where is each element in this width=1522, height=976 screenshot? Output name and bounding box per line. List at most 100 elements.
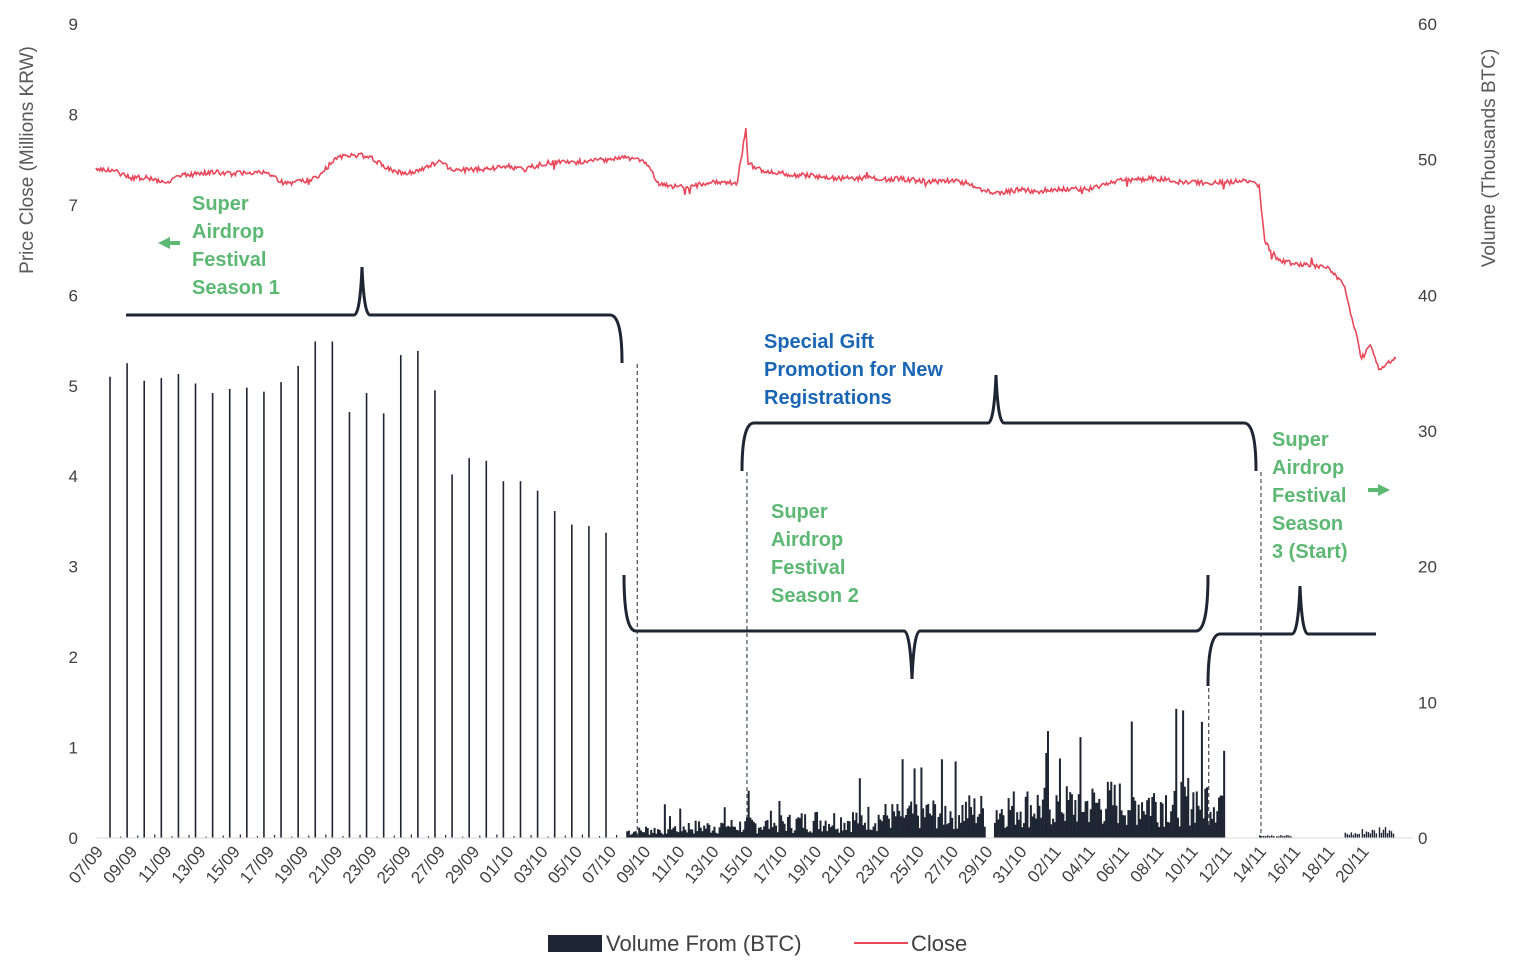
x-tick-label: 11/10 [648,842,689,886]
volume-bar [814,812,817,838]
volume-bar [1373,830,1376,838]
volume-bar [1187,778,1190,838]
volume-bar [1026,791,1029,838]
volume-bar [704,828,707,838]
volume-bar [923,817,926,838]
volume-bar [672,827,675,838]
volume-bar [314,341,317,838]
volume-bar [920,767,923,838]
volume-bar [810,832,813,838]
volume-bar [1278,836,1280,838]
volume-bar [905,815,908,838]
volume-bar [650,829,653,838]
volume-bar [1111,805,1114,838]
volume-bar [848,821,851,838]
volume-bar [1183,786,1186,838]
plot-area [95,127,1397,838]
legend-swatch-volume [548,935,602,952]
volume-bar [1096,802,1099,838]
volume-bar [703,825,706,838]
volume-bar [1171,804,1174,838]
annotation-text: 3 (Start) [1272,541,1348,563]
volume-bar [733,826,736,838]
volume-bar [826,831,829,838]
volume-bar [1365,831,1368,838]
volume-bar [1276,836,1278,838]
volume-bar [747,790,750,838]
volume-bar [993,822,996,838]
volume-bar [739,821,742,838]
volume-bar [376,836,378,838]
volume-bar [925,805,928,838]
volume-bar [976,816,979,838]
volume-bar [956,828,959,838]
x-tick-label: 29/10 [955,842,997,887]
volume-bar [997,819,1000,838]
volume-bar [744,821,747,838]
volume-bar [1028,827,1031,838]
x-tick-label: 17/10 [749,842,791,887]
volume-bar [1120,810,1123,838]
volume-bar [1216,811,1219,838]
volume-bar [626,831,629,838]
volume-bar [1371,829,1374,838]
volume-bar [778,800,781,838]
volume-bar [958,815,961,838]
volume-bar [658,830,661,838]
volume-bar [1346,833,1348,838]
volume-bar [725,826,728,838]
volume-bar [1195,791,1198,838]
volume-bar [1271,835,1273,838]
volume-bar [759,827,762,838]
x-tick-label: 20/11 [1332,842,1373,886]
volume-bar [171,836,173,838]
volume-bar [862,825,865,838]
volume-bar [983,826,986,838]
volume-bar [1344,832,1346,838]
y-left-tick-label: 2 [69,648,78,667]
braces [126,266,1376,687]
volume-bar [1127,810,1130,838]
volume-bar [723,807,726,838]
x-tick-label: 02/11 [1024,842,1065,886]
volume-bar [1014,824,1017,838]
volume-bar [768,828,771,838]
volume-bar [1040,817,1043,838]
volume-bar [1084,801,1087,838]
annotation-text: Promotion for New [764,359,943,381]
volume-bar [648,834,651,838]
volume-bar [840,817,843,838]
volume-bar [944,805,947,838]
volume-bar [689,829,692,838]
volume-bar [807,832,810,838]
annotation-brace [740,374,1258,472]
volume-bar [1129,810,1132,838]
volume-bar [751,819,754,838]
volume-bar [756,833,759,838]
volume-bar [694,820,697,838]
volume-bar [462,836,464,838]
volume-bar [188,835,190,838]
volume-bar [291,836,293,838]
volume-bar [273,835,276,838]
volume-bar [641,832,644,838]
volume-bar [1103,821,1106,838]
volume-bar [761,829,764,838]
volume-bar [645,826,648,838]
volume-bar [1354,833,1356,838]
x-tick-label: 25/09 [373,842,415,887]
y-right-tick-label: 0 [1418,829,1427,848]
volume-bar [1212,807,1215,838]
volume-bar [879,819,882,838]
volume-bar [629,834,632,838]
volume-bar [1170,811,1173,838]
volume-bar [126,363,128,838]
volume-bar [1130,721,1133,838]
volume-bar [959,822,962,838]
volume-bar [937,816,940,838]
volume-bar [1098,798,1101,838]
volume-bar [1265,835,1267,838]
volume-bar [194,383,197,838]
volume-bar [821,831,824,838]
